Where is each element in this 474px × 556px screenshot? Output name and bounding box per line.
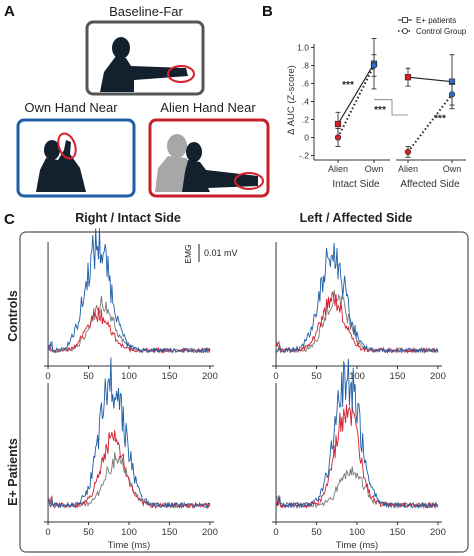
- c-x-tick-label: 0: [45, 371, 50, 382]
- c-x-tick-label: 200: [430, 527, 446, 538]
- own-hand-highlight: [57, 132, 77, 160]
- panel-b-letter: B: [262, 3, 273, 20]
- scalebar-label: EMG: [183, 244, 193, 263]
- c-x-tick-label: 100: [121, 371, 137, 382]
- emg-scalebar: EMG 0.01 mV: [183, 244, 238, 264]
- c-x-tick-label: 200: [430, 371, 446, 382]
- panel-c-frame: [19, 231, 469, 553]
- c-trace-blue: [275, 242, 439, 354]
- b-series-line-control: [407, 93, 453, 153]
- baseline-hand-highlight: [167, 65, 195, 83]
- b-point-patients: [334, 120, 342, 128]
- alien-hand-label: Alien Hand Near: [160, 100, 256, 115]
- b-series-line-patients: [337, 63, 375, 125]
- b-group-label: Affected Side: [400, 179, 460, 190]
- b-point-control: [404, 148, 412, 155]
- b-significance-between: ***: [374, 105, 386, 116]
- b-significance-bracket: [374, 99, 408, 116]
- panel-a-letter: A: [4, 3, 15, 20]
- b-series-line-control: [337, 65, 375, 138]
- b-point-control: [334, 134, 342, 141]
- c-x-tick-label: 150: [162, 527, 178, 538]
- c-x-tick-label: 150: [390, 371, 406, 382]
- b-significance-intact: ***: [342, 80, 354, 91]
- chart-c: 0 50 100 150 200 0 50 100 150 200 0 50 100 150 200 Time…: [44, 228, 446, 551]
- row-title-patients: E+ Patients: [6, 438, 20, 506]
- c-x-tick-label: 0: [273, 527, 278, 538]
- baseline-silhouette: [100, 37, 188, 92]
- b-y-axis-label: Δ AUC (Z-score): [286, 65, 297, 135]
- b-category-label: Own: [443, 164, 462, 174]
- c-x-axis-label: Time (ms): [108, 540, 150, 551]
- c-x-tick-label: 50: [311, 527, 322, 538]
- b-legend-marker-patients: [402, 17, 408, 23]
- c-trace-blue: [275, 358, 439, 510]
- c-trace-blue: [47, 228, 211, 354]
- col-title-intact: Right / Intact Side: [75, 211, 181, 225]
- b-category-label: Alien: [328, 164, 348, 174]
- c-x-tick-label: 100: [121, 527, 137, 538]
- c-x-axis-label: Time (ms): [336, 540, 378, 551]
- col-title-affected: Left / Affected Side: [300, 211, 413, 225]
- chart-b: -.2 0 .2 .4 .6 .8 1.0 Δ AUC (Z-score) Alien Own In…: [286, 16, 467, 190]
- b-point-patients: [404, 74, 412, 81]
- own-hand-label: Own Hand Near: [24, 100, 118, 115]
- c-x-tick-label: 100: [349, 527, 365, 538]
- baseline-label: Baseline-Far: [109, 4, 183, 19]
- c-x-tick-label: 0: [45, 527, 50, 538]
- b-y-tick-label: .6: [302, 79, 309, 89]
- b-group-label: Intact Side: [332, 179, 380, 190]
- c-x-tick-label: 100: [349, 371, 365, 382]
- b-y-tick-label: 0: [304, 133, 309, 143]
- c-trace-red: [47, 429, 211, 510]
- b-y-tick-label: -.2: [299, 151, 309, 161]
- scalebar-value: 0.01 mV: [204, 248, 238, 258]
- alien-hand-highlight: [234, 172, 264, 190]
- c-x-tick-label: 0: [273, 371, 278, 382]
- b-legend-marker-control: [401, 27, 408, 34]
- own-hand-silhouette: [36, 140, 86, 192]
- c-x-tick-label: 50: [311, 371, 322, 382]
- c-x-tick-label: 150: [390, 527, 406, 538]
- b-legend-label-control: Control Group: [416, 27, 467, 36]
- alien-dark-silhouette: [182, 142, 258, 192]
- b-significance-affected: ***: [434, 113, 446, 124]
- b-point-control: [448, 91, 456, 98]
- c-trace-red: [47, 307, 211, 354]
- c-trace-gray: [275, 466, 439, 509]
- b-y-tick-label: .2: [302, 115, 309, 125]
- b-y-tick-label: .8: [302, 61, 309, 71]
- c-x-tick-label: 50: [83, 527, 94, 538]
- c-trace-gray: [275, 289, 439, 354]
- c-x-tick-label: 150: [162, 371, 178, 382]
- b-y-tick-label: .4: [302, 97, 309, 107]
- b-category-label: Own: [365, 164, 384, 174]
- b-y-tick-label: 1.0: [297, 43, 309, 53]
- row-title-controls: Controls: [6, 290, 20, 341]
- c-trace-blue: [47, 357, 210, 510]
- c-x-tick-label: 200: [202, 527, 218, 538]
- c-x-tick-label: 50: [83, 371, 94, 382]
- b-legend-label-patients: E+ patients: [416, 16, 456, 25]
- b-category-label: Alien: [398, 164, 418, 174]
- b-point-control: [370, 62, 378, 69]
- b-series-line-patients: [407, 76, 453, 83]
- panel-c-letter: C: [4, 211, 15, 228]
- c-x-tick-label: 200: [202, 371, 218, 382]
